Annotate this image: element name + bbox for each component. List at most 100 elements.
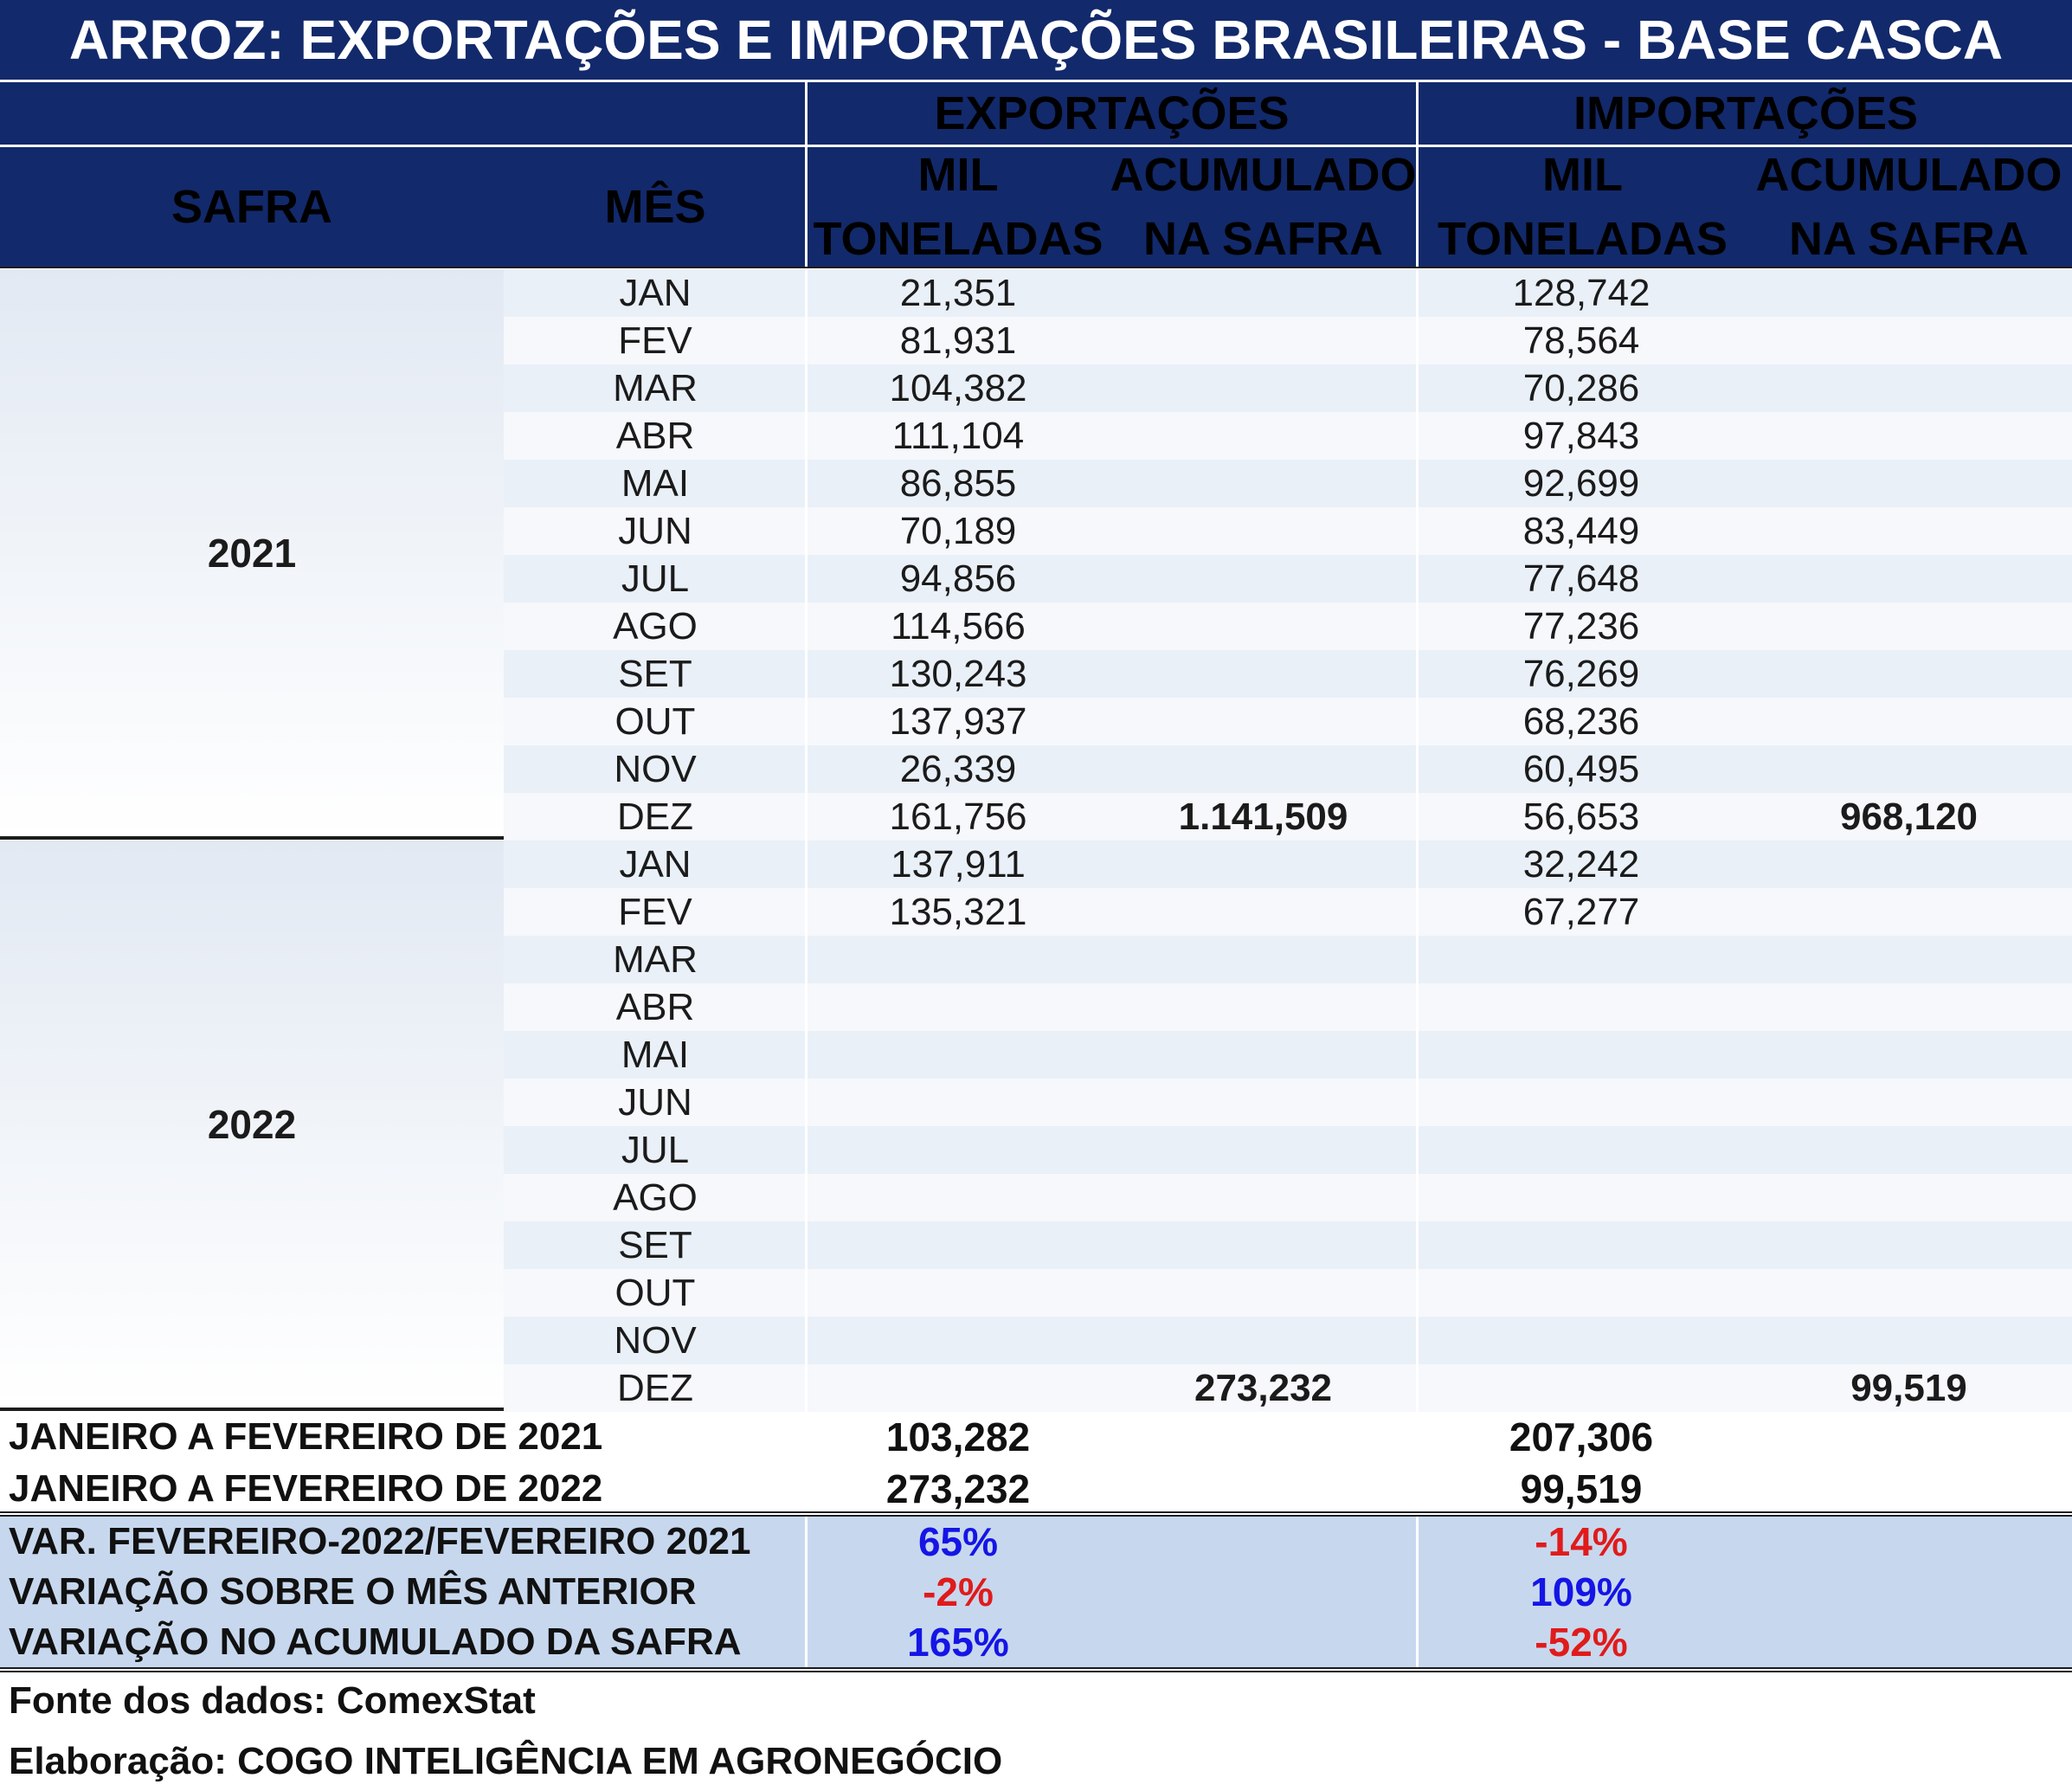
month-cell: FEV	[618, 319, 692, 362]
summary-imports-value: 99,519	[1520, 1466, 1643, 1511]
month-cell: ABR	[615, 985, 695, 1028]
column-separator	[1416, 317, 1419, 364]
variation-exports-value: -2%	[923, 1569, 994, 1614]
table-row: SET 130,243 76,269	[0, 650, 2072, 698]
exports-accumulated-cell	[1110, 745, 1417, 793]
column-separator	[1416, 460, 1419, 507]
month-header: MÊS	[604, 181, 706, 233]
variation-label: VAR. FEVEREIRO-2022/FEVEREIRO 2021	[9, 1520, 751, 1562]
exports-volume-cell	[807, 1126, 1110, 1174]
column-separator	[805, 1079, 808, 1126]
imports-volume-cell: 97,843	[1522, 414, 1640, 457]
column-separator	[1416, 888, 1419, 936]
imports-volume-cell: 92,699	[1522, 461, 1640, 505]
exports-accumulated-cell	[1110, 1174, 1417, 1221]
exports-volume-cell	[807, 1269, 1110, 1317]
table-row: OUT 137,937 68,236	[0, 698, 2072, 745]
author-note: Elaboração: COGO INTELIGÊNCIA EM AGRONEG…	[9, 1740, 1003, 1782]
imports-accumulated-header: ACUMULADO NA SAFRA	[1746, 147, 2072, 267]
row-stripe	[504, 412, 2072, 460]
variation-imports-value: -14%	[1535, 1519, 1628, 1564]
month-cell: MAR	[613, 937, 698, 981]
column-separator	[805, 317, 808, 364]
month-cell: FEV	[618, 890, 692, 933]
month-cell: JAN	[619, 271, 692, 314]
variation-label: VARIAÇÃO NO ACUMULADO DA SAFRA	[9, 1620, 742, 1663]
table-row: MAI	[0, 1031, 2072, 1079]
imports-volume-cell	[1417, 1269, 1746, 1317]
exports-accumulated-line2: NA SAFRA	[1143, 213, 1383, 265]
variations-box: VAR. FEVEREIRO-2022/FEVEREIRO 2021 65% -…	[0, 1517, 2072, 1667]
month-cell: MAI	[621, 461, 690, 505]
imports-header: IMPORTAÇÕES	[1573, 87, 1918, 139]
row-stripe	[504, 1364, 2072, 1412]
summary-imports-value: 207,306	[1509, 1414, 1654, 1459]
exports-volume-cell: 81,931	[899, 319, 1017, 362]
column-separator	[805, 983, 808, 1031]
column-separator	[805, 793, 808, 841]
imports-volume-cell: 67,277	[1522, 890, 1640, 933]
imports-volume-cell: 77,648	[1522, 557, 1640, 600]
imports-volume-cell: 68,236	[1522, 699, 1640, 743]
summary-row: JANEIRO A FEVEREIRO DE 2022 273,232 99,5…	[0, 1464, 2072, 1514]
imports-accumulated-cell	[1746, 1174, 2072, 1221]
column-separator	[805, 1031, 808, 1079]
table-row: JAN 21,351 128,742	[0, 269, 2072, 317]
imports-volume-cell	[1417, 1317, 1746, 1364]
row-stripe	[504, 1221, 2072, 1269]
exports-volume-cell: 86,855	[899, 461, 1017, 505]
variation-imports-value: 109%	[1530, 1569, 1632, 1614]
exports-accumulated-cell	[1110, 555, 1417, 602]
row-stripe	[504, 1031, 2072, 1079]
exports-volume-cell: 137,911	[891, 842, 1026, 886]
summary-exports-value: 273,232	[885, 1466, 1031, 1511]
imports-accumulated-cell	[1746, 841, 2072, 888]
imports-volume-line1: MIL	[1542, 149, 1623, 201]
exports-volume-cell: 161,756	[889, 795, 1027, 838]
exports-volume-header: MIL TONELADAS	[807, 147, 1110, 267]
exports-accumulated-cell	[1110, 507, 1417, 555]
column-separator	[1416, 412, 1419, 460]
header-band	[0, 82, 2072, 267]
column-separator	[805, 650, 808, 698]
exports-accumulated-cell	[1110, 650, 1417, 698]
imports-volume-cell: 83,449	[1522, 509, 1640, 552]
safra-2021-cell: 2021	[0, 269, 504, 836]
exports-accumulated-cell	[1110, 698, 1417, 745]
imports-volume-header: MIL TONELADAS	[1419, 147, 1746, 267]
column-separator	[1416, 841, 1419, 888]
month-cell: AGO	[613, 604, 698, 647]
month-cell: NOV	[614, 747, 697, 790]
imports-volume-cell: 70,286	[1522, 366, 1640, 409]
table-row: FEV 135,321 67,277	[0, 888, 2072, 936]
month-cell: OUT	[615, 1271, 696, 1314]
exports-accumulated-cell	[1110, 1221, 1417, 1269]
imports-accumulated-cell	[1746, 1221, 2072, 1269]
exports-volume-cell	[807, 1317, 1110, 1364]
exports-accumulated-cell	[1110, 1079, 1417, 1126]
table-row: FEV 81,931 78,564	[0, 317, 2072, 364]
imports-volume-cell: 32,242	[1522, 842, 1640, 886]
row-stripe	[504, 507, 2072, 555]
column-separator	[805, 1174, 808, 1221]
variation-row: VARIAÇÃO NO ACUMULADO DA SAFRA 165% -52%	[0, 1617, 2072, 1667]
exports-accumulated-cell	[1110, 364, 1417, 412]
exports-volume-cell: 21,351	[899, 271, 1017, 314]
variations-vline-exports	[805, 1517, 808, 1667]
column-separator	[805, 269, 808, 317]
month-cell: JUN	[618, 1080, 692, 1124]
header-vline-imports	[1416, 82, 1419, 267]
column-separator	[1416, 1317, 1419, 1364]
summary-row: JANEIRO A FEVEREIRO DE 2021 103,282 207,…	[0, 1412, 2072, 1462]
table-row: JAN 137,911 32,242	[0, 841, 2072, 888]
exports-volume-cell	[807, 983, 1110, 1031]
imports-accumulated-cell	[1746, 745, 2072, 793]
exports-accumulated-cell	[1110, 1269, 1417, 1317]
imports-accumulated-cell: 99,519	[1850, 1366, 1967, 1409]
table-title: ARROZ: EXPORTAÇÕES E IMPORTAÇÕES BRASILE…	[0, 0, 2072, 80]
exports-accumulated-cell	[1110, 1031, 1417, 1079]
exports-accumulated-cell	[1110, 269, 1417, 317]
exports-accumulated-line1: ACUMULADO	[1110, 149, 1417, 201]
table-row: JUN	[0, 1079, 2072, 1126]
row-stripe	[504, 1079, 2072, 1126]
